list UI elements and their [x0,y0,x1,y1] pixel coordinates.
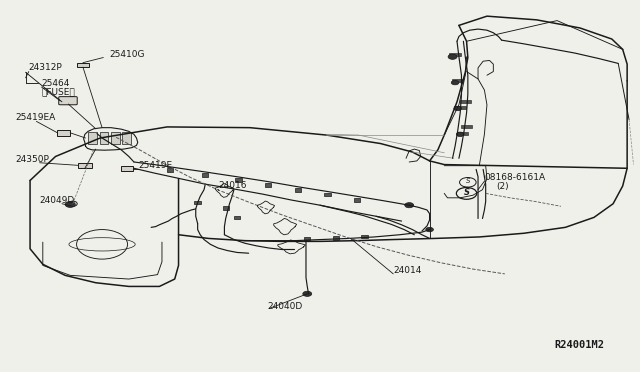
Bar [223,206,229,210]
Circle shape [456,132,464,137]
Bar [264,183,271,187]
Bar [122,132,131,144]
Text: 24014: 24014 [394,266,422,275]
Bar [324,193,331,196]
Bar [111,132,120,144]
Text: (2): (2) [496,182,509,191]
Bar [294,188,301,192]
Text: S: S [463,188,470,197]
Bar [452,79,463,82]
Bar [449,54,461,57]
Text: 24312P: 24312P [29,63,63,72]
Bar [236,178,242,182]
Bar [454,106,466,109]
Text: R24001M2: R24001M2 [554,340,605,350]
Bar [362,235,368,238]
Bar [77,62,90,67]
Circle shape [451,80,459,85]
Circle shape [426,227,433,232]
Bar [354,198,360,202]
Bar [457,132,468,135]
Circle shape [404,203,413,208]
Bar [234,215,241,219]
Circle shape [303,291,312,296]
Bar [461,125,472,128]
Bar [333,236,339,240]
Bar [195,201,201,205]
Bar [202,173,209,177]
Text: 24049D: 24049D [40,196,75,205]
Bar [58,129,70,136]
Text: 25419E: 25419E [138,161,173,170]
Circle shape [65,202,76,208]
Bar [121,166,132,171]
Bar [167,168,173,172]
Bar [88,132,97,144]
Bar [304,237,310,240]
Text: 24350P: 24350P [15,155,49,164]
Text: 24040D: 24040D [268,302,303,311]
Text: S: S [465,178,470,184]
Text: 25419EA: 25419EA [15,113,56,122]
Bar [460,100,471,103]
Text: 25464: 25464 [42,79,70,88]
Bar [78,163,92,168]
Text: 〈FUSE〉: 〈FUSE〉 [42,88,76,97]
Circle shape [454,106,461,111]
Text: 25410G: 25410G [109,49,145,59]
Text: 24016: 24016 [218,182,246,190]
Circle shape [448,54,457,60]
Text: 08168-6161A: 08168-6161A [484,173,545,182]
FancyBboxPatch shape [59,97,77,105]
Bar [100,132,108,144]
